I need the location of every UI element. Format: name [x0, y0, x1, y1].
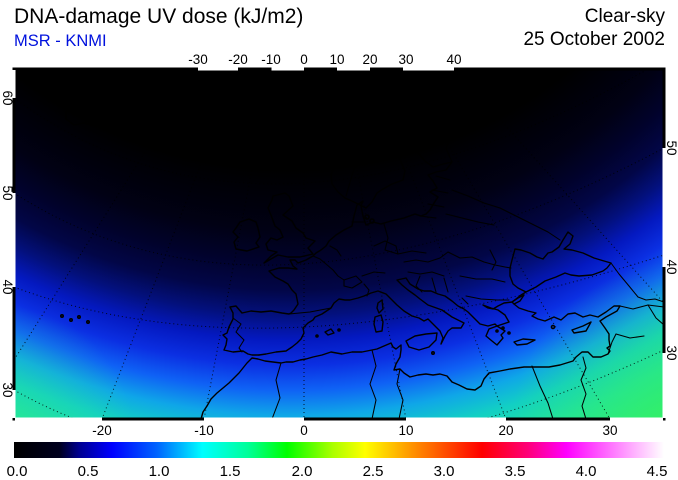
date-label: 25 October 2002: [523, 29, 665, 50]
colorbar-label: 2.0: [292, 463, 313, 480]
top-tick-label: 30: [398, 52, 413, 67]
bottom-tick-label: -20: [92, 423, 112, 438]
coast-crete: [513, 338, 536, 346]
parallel-50n: [14, 147, 664, 266]
coast-sicily: [405, 332, 438, 351]
right-tick-label: 30: [664, 345, 678, 360]
meridian-w30: [14, 69, 198, 361]
colorbar-label: 4.0: [576, 463, 597, 480]
small-islands: [59, 133, 556, 355]
colorbar-label: 1.0: [149, 463, 170, 480]
coast-norway-barents: [330, 87, 491, 199]
map-frame-ticks: [12, 67, 666, 421]
colorbar: 0.0 0.5 1.0 1.5 2.0 2.5 3.0 3.5 4.0 4.5: [7, 442, 668, 480]
coast-iceland: [65, 90, 117, 127]
top-tick-label: 0: [300, 52, 308, 67]
colorbar-label: 3.0: [434, 463, 455, 480]
left-tick-label: 30: [0, 382, 15, 397]
parallel-60n: [14, 69, 649, 185]
uv-field-glow-southwest: [14, 69, 664, 419]
colorbar-gradient: [14, 442, 664, 458]
top-tick-label: 10: [329, 52, 344, 67]
colorbar-label: 0.0: [7, 463, 28, 480]
plot-title: DNA-damage UV dose (kJ/m2): [14, 5, 303, 28]
nile-river: [580, 356, 587, 419]
right-axis: 50 40 30: [664, 140, 678, 360]
left-tick-label: 60: [0, 90, 15, 105]
uv-field-layer: [14, 69, 664, 419]
country-borders: [232, 123, 664, 419]
meridian-w20: [101, 69, 239, 419]
meridian-e20: [369, 69, 507, 419]
bottom-tick-label: 0: [300, 423, 308, 438]
coastlines: [59, 87, 621, 419]
colorbar-label: 3.5: [505, 463, 526, 480]
coast-baltic-west-europe-iberia: [222, 125, 453, 356]
coast-peloponnese: [485, 325, 506, 346]
left-tick-label: 40: [0, 279, 15, 294]
coast-cyprus: [571, 321, 592, 334]
bottom-tick-label: 10: [398, 423, 413, 438]
top-tick-label: 40: [446, 52, 461, 67]
top-tick-label: -20: [228, 52, 248, 67]
top-axis: -30 -20 -10 0 10 20 30 40: [188, 52, 461, 67]
bottom-tick-label: 30: [602, 423, 617, 438]
bottom-tick-label: 20: [498, 423, 513, 438]
left-axis: 60 50 40 30: [0, 90, 15, 397]
coast-mediterranean-north: [258, 277, 527, 356]
colorbar-label: 0.5: [78, 463, 99, 480]
plot-source-label: MSR - KNMI: [14, 32, 107, 50]
coast-ireland: [232, 218, 261, 252]
left-tick-label: 50: [0, 185, 15, 200]
map-frame: [12, 67, 666, 421]
condition-label: Clear-sky: [585, 6, 666, 27]
top-tick-label: -10: [261, 52, 281, 67]
top-tick-label: -30: [188, 52, 208, 67]
meridian-e40: [454, 69, 664, 304]
right-tick-label: 40: [664, 259, 678, 274]
bottom-tick-label: -10: [194, 423, 214, 438]
coast-great-britain: [263, 192, 316, 264]
coast-black-sea: [509, 231, 612, 293]
coast-corsica: [376, 299, 384, 314]
top-tick-label: 20: [362, 52, 377, 67]
bottom-axis: -20 -10 0 10 20 30: [92, 423, 617, 438]
coast-mallorca: [324, 328, 335, 336]
colorbar-label: 2.5: [363, 463, 384, 480]
right-tick-label: 50: [664, 140, 678, 155]
colorbar-label: 1.5: [220, 463, 241, 480]
colorbar-label: 4.5: [647, 463, 668, 480]
graticule: [14, 69, 664, 419]
coast-sardinia: [373, 314, 384, 333]
